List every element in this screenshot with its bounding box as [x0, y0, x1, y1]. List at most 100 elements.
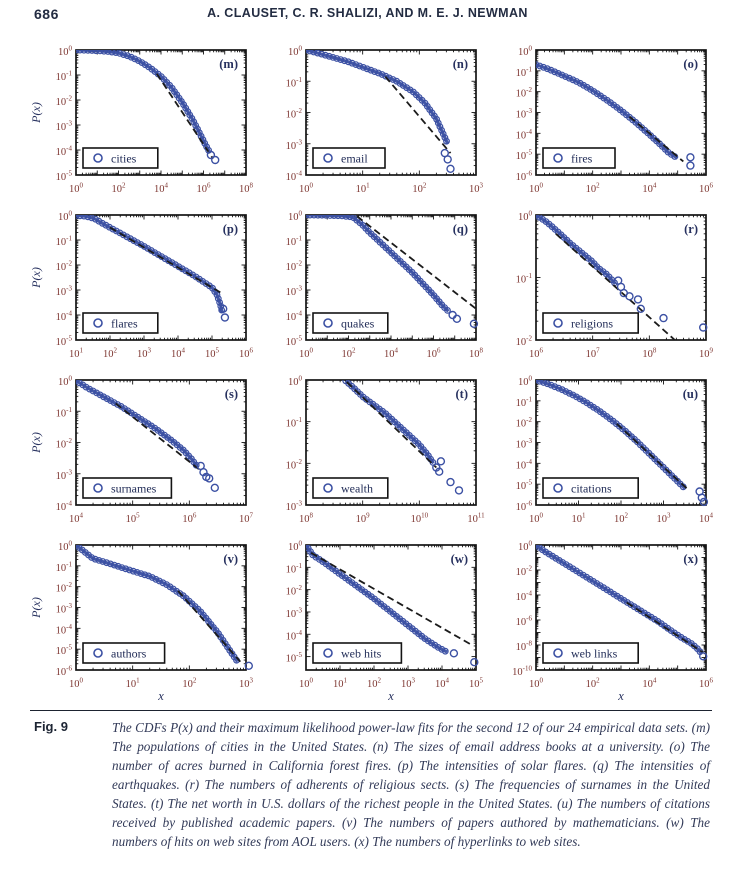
y-tick-label: 100: [288, 210, 303, 224]
y-tick-label: 10-3: [516, 107, 533, 121]
legend-marker-icon: [323, 318, 333, 328]
legend-box: [542, 312, 639, 334]
x-tick-label: 1010: [411, 512, 429, 526]
subplot-u-svg: 100 101 102 103 104 100 10-1 10-2 10-3 10-4 10-5 10…: [516, 375, 714, 526]
x-tick-label: 100: [529, 677, 544, 691]
y-tick-label: 10-2: [516, 86, 533, 100]
power-law-fit-line: [346, 381, 437, 469]
figure-caption: Fig. 9 The CDFs P(x) and their maximum l…: [34, 718, 710, 851]
subplot-p: 101 102 103 104 105 106 100 10-1 10-2 10-3 10-4 10-…: [28, 207, 258, 372]
panel-label: (v): [223, 552, 238, 566]
panel-label: (o): [683, 57, 698, 71]
outlier-point: [436, 457, 446, 466]
y-tick-label: 10-5: [56, 335, 73, 349]
subplot-o-svg: 100 102 104 106 100 10-1 10-2 10-3 10-4 10-5 10-6 f…: [516, 45, 714, 196]
subplot-t: 108 109 1010 1011 100 10-1 10-2 10-3 wealth (t): [258, 372, 488, 537]
y-axis-label: P(x): [29, 102, 43, 124]
subplot-m-svg: 100 102 104 106 108 100 10-1 10-2 10-3 10-4 10-5 ci…: [29, 45, 254, 196]
outlier-point: [698, 323, 708, 332]
y-tick-label: 10-4: [516, 128, 533, 142]
x-axis-label: x: [157, 689, 164, 702]
legend-marker-icon: [553, 648, 563, 658]
y-tick-label: 10-3: [286, 138, 303, 152]
legend-label: email: [341, 152, 368, 166]
y-tick-label: 100: [288, 375, 303, 389]
outlier-point: [244, 661, 254, 671]
x-tick-label: 1011: [467, 512, 485, 526]
running-title: A. CLAUSET, C. R. SHALIZI, AND M. E. J. …: [207, 6, 528, 20]
outlier-point: [210, 155, 220, 165]
x-tick-label: 108: [642, 347, 657, 361]
panel-label: (w): [451, 552, 468, 566]
legend-box: [542, 147, 616, 169]
x-tick-label: 108: [469, 347, 484, 361]
outlier-point: [470, 657, 479, 667]
legend-label: web hits: [341, 647, 382, 661]
x-tick-label: 101: [572, 512, 587, 526]
data-band: [536, 380, 686, 490]
y-tick-label: 10-3: [56, 468, 73, 482]
legend-marker-icon: [553, 153, 563, 163]
x-tick-label: 106: [529, 347, 544, 361]
subplot-r-svg: 106 107 108 109 100 10-1 10-2 religions (r): [516, 210, 714, 361]
y-tick-label: 10-1: [286, 562, 303, 576]
y-tick-label: 100: [58, 375, 73, 389]
x-tick-label: 100: [299, 347, 314, 361]
y-tick-label: 10-6: [516, 170, 533, 184]
subplot-w-svg: 100 101 102 103 104 105 100 10-1 10-2 10-3 10-4 10-…: [286, 540, 484, 704]
page-header: 686 A. CLAUSET, C. R. SHALIZI, AND M. E.…: [0, 6, 735, 26]
y-tick-label: 10-8: [516, 640, 533, 654]
y-tick-label: 100: [288, 45, 303, 59]
x-tick-label: 102: [112, 182, 127, 196]
power-law-fit-line: [356, 215, 476, 310]
x-tick-label: 106: [699, 677, 714, 691]
x-tick-label: 104: [642, 182, 657, 196]
data-points: [76, 215, 226, 314]
x-tick-label: 101: [333, 677, 348, 691]
y-tick-label: 10-2: [286, 458, 303, 472]
y-tick-label: 10-2: [286, 260, 303, 274]
legend-label: citations: [571, 482, 612, 496]
legend-label: surnames: [111, 482, 157, 496]
subplot-n: 100 101 102 103 100 10-1 10-2 10-3 10-4 email (n): [258, 42, 488, 207]
y-tick-label: 100: [518, 375, 533, 389]
outlier-point: [220, 313, 230, 322]
x-tick-label: 103: [239, 677, 254, 691]
legend-label: web links: [571, 647, 618, 661]
legend-marker-icon: [93, 153, 103, 163]
y-tick-label: 10-4: [56, 623, 73, 637]
data-points: [536, 215, 618, 287]
x-tick-label: 101: [126, 677, 140, 691]
y-tick-label: 10-5: [56, 644, 73, 658]
outlier-point: [446, 477, 455, 487]
legend-marker-icon: [93, 483, 103, 493]
power-law-fit-line: [310, 552, 474, 647]
outlier-point: [448, 310, 457, 320]
subplot-r: 106 107 108 109 100 10-1 10-2 religions (r): [488, 207, 718, 372]
legend-label: flares: [111, 317, 138, 331]
y-tick-label: 100: [518, 540, 533, 554]
x-tick-label: 106: [699, 182, 714, 196]
x-tick-label: 109: [699, 347, 714, 361]
y-tick-label: 10-2: [516, 565, 533, 579]
x-tick-label: 108: [299, 512, 314, 526]
legend-label: fires: [571, 152, 593, 166]
y-tick-label: 10-1: [56, 70, 73, 84]
power-law-fit-line: [177, 590, 242, 663]
data-points: [536, 545, 704, 656]
y-tick-label: 10-1: [516, 65, 533, 79]
y-tick-label: 10-2: [56, 581, 73, 595]
legend-box: [82, 642, 166, 664]
y-tick-label: 100: [58, 540, 73, 554]
page-number: 686: [34, 6, 59, 22]
figure-grid: 100 102 104 106 108 100 10-1 10-2 10-3 10-4 10-5 ci…: [28, 42, 720, 704]
legend-marker-icon: [93, 318, 103, 328]
x-tick-label: 102: [586, 677, 601, 691]
panel-label: (t): [456, 387, 469, 401]
subplot-u: 100 101 102 103 104 100 10-1 10-2 10-3 10-4 10-5 10…: [488, 372, 718, 537]
x-tick-label: 103: [137, 347, 152, 361]
outlier-point: [698, 652, 708, 661]
data-points: [76, 50, 213, 154]
legend-box: [82, 147, 159, 169]
legend-marker-icon: [323, 648, 333, 658]
